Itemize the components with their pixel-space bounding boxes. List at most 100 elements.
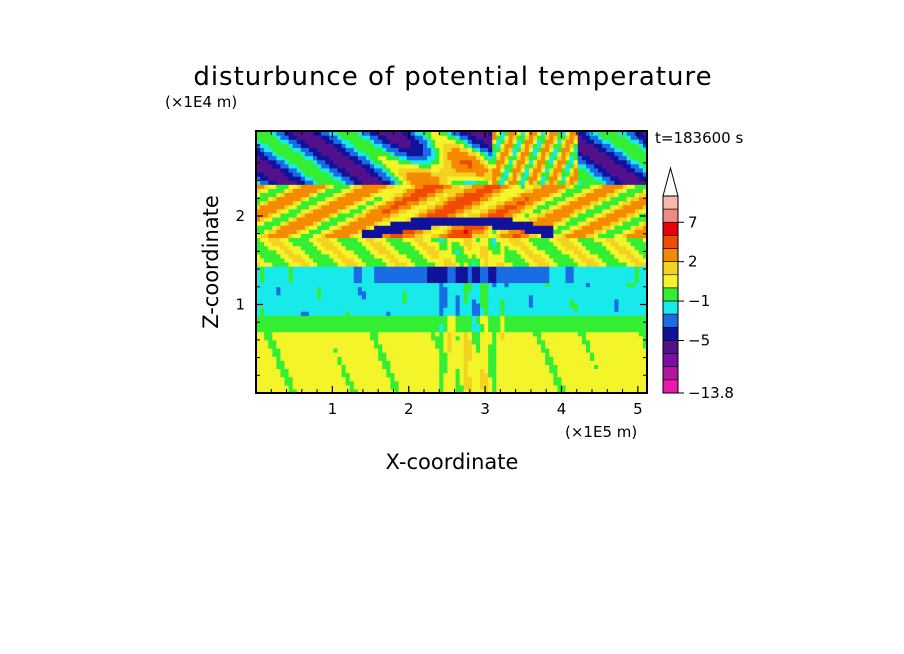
- heatmap-cell: [365, 323, 371, 329]
- heatmap-cell: [508, 216, 514, 222]
- heatmap-cell: [260, 331, 265, 337]
- heatmap-cell: [638, 216, 644, 222]
- heatmap-cell: [276, 266, 282, 271]
- heatmap-cell: [467, 257, 473, 263]
- heatmap-cell: [585, 290, 591, 296]
- heatmap-cell: [386, 352, 392, 357]
- heatmap-cell: [370, 302, 375, 308]
- heatmap-cell: [545, 253, 550, 259]
- heatmap-cell: [634, 212, 640, 218]
- heatmap-cell: [622, 200, 628, 206]
- heatmap-cell: [545, 192, 550, 198]
- heatmap-cell: [296, 216, 302, 222]
- heatmap-cell: [345, 315, 351, 320]
- heatmap-cell: [524, 253, 530, 259]
- heatmap-cell: [565, 352, 571, 357]
- heatmap-cell: [598, 241, 603, 247]
- heatmap-cell: [276, 384, 282, 390]
- heatmap-cell: [504, 200, 510, 206]
- heatmap-cell: [528, 380, 534, 386]
- heatmap-cell: [288, 311, 294, 316]
- heatmap-cell: [537, 229, 542, 234]
- heatmap-cell: [321, 257, 326, 263]
- heatmap-cell: [488, 388, 493, 394]
- heatmap-cell: [361, 331, 367, 337]
- heatmap-cell: [642, 270, 648, 275]
- heatmap-cell: [276, 212, 282, 218]
- heatmap-cell: [614, 302, 620, 308]
- heatmap-cell: [447, 229, 453, 234]
- heatmap-cell: [553, 245, 558, 251]
- heatmap-cell: [431, 225, 436, 230]
- heatmap-cell: [545, 241, 550, 247]
- heatmap-cell: [496, 200, 501, 206]
- heatmap-cell: [329, 253, 334, 259]
- heatmap-cell: [256, 298, 261, 304]
- heatmap-cell: [585, 180, 591, 185]
- heatmap-cell: [622, 323, 628, 329]
- heatmap-cell: [622, 290, 628, 296]
- heatmap-cell: [626, 241, 632, 247]
- heatmap-cell: [528, 290, 534, 296]
- heatmap-cell: [264, 352, 269, 357]
- heatmap-cell: [467, 368, 473, 374]
- heatmap-cell: [422, 221, 428, 226]
- heatmap-cell: [581, 221, 587, 226]
- heatmap-cell: [549, 319, 554, 325]
- heatmap-cell: [272, 212, 277, 218]
- heatmap-cell: [471, 200, 477, 206]
- heatmap-cell: [577, 225, 583, 230]
- heatmap-cell: [300, 323, 306, 329]
- heatmap-cell: [459, 204, 465, 210]
- heatmap-cell: [577, 262, 583, 267]
- heatmap-cell: [557, 192, 563, 198]
- heatmap-cell: [459, 237, 465, 243]
- heatmap-cell: [626, 302, 632, 308]
- heatmap-cell: [500, 335, 506, 341]
- heatmap-cell: [455, 200, 461, 206]
- heatmap-cell: [508, 282, 514, 288]
- heatmap-cell: [325, 237, 330, 243]
- heatmap-cell: [581, 249, 587, 255]
- heatmap-cell: [317, 229, 322, 234]
- heatmap-cell: [532, 184, 538, 189]
- heatmap-cell: [443, 229, 449, 234]
- heatmap-cell: [272, 368, 277, 374]
- heatmap-cell: [508, 208, 514, 214]
- heatmap-cell: [418, 200, 424, 206]
- heatmap-cell: [622, 286, 628, 292]
- heatmap-cell: [435, 388, 440, 394]
- heatmap-cell: [374, 290, 379, 296]
- heatmap-cell: [500, 245, 506, 251]
- heatmap-cell: [349, 331, 355, 337]
- heatmap-cell: [471, 180, 477, 185]
- heatmap-cell: [455, 307, 461, 312]
- heatmap-cell: [422, 352, 428, 357]
- heatmap-cell: [484, 282, 489, 288]
- heatmap-cell: [268, 323, 273, 329]
- heatmap-cell: [382, 360, 387, 365]
- heatmap-cell: [304, 323, 310, 329]
- heatmap-cell: [496, 262, 501, 267]
- heatmap-cell: [524, 237, 530, 243]
- heatmap-cell: [431, 274, 436, 279]
- heatmap-cell: [402, 352, 408, 357]
- heatmap-cell: [410, 233, 416, 239]
- heatmap-cell: [618, 364, 624, 370]
- heatmap-cell: [427, 270, 432, 275]
- heatmap-cell: [321, 241, 326, 247]
- heatmap-cell: [516, 212, 522, 218]
- heatmap-cell: [606, 298, 611, 304]
- heatmap-cell: [577, 257, 583, 263]
- heatmap-cell: [622, 257, 628, 263]
- heatmap-cell: [406, 356, 412, 361]
- heatmap-cell: [594, 237, 599, 243]
- heatmap-cell: [304, 188, 310, 194]
- heatmap-cell: [418, 257, 424, 263]
- heatmap-cell: [378, 335, 383, 341]
- heatmap-cell: [333, 376, 339, 382]
- heatmap-cell: [361, 196, 367, 202]
- heatmap-cell: [288, 192, 294, 198]
- heatmap-cell: [382, 376, 387, 382]
- heatmap-cell: [443, 266, 449, 271]
